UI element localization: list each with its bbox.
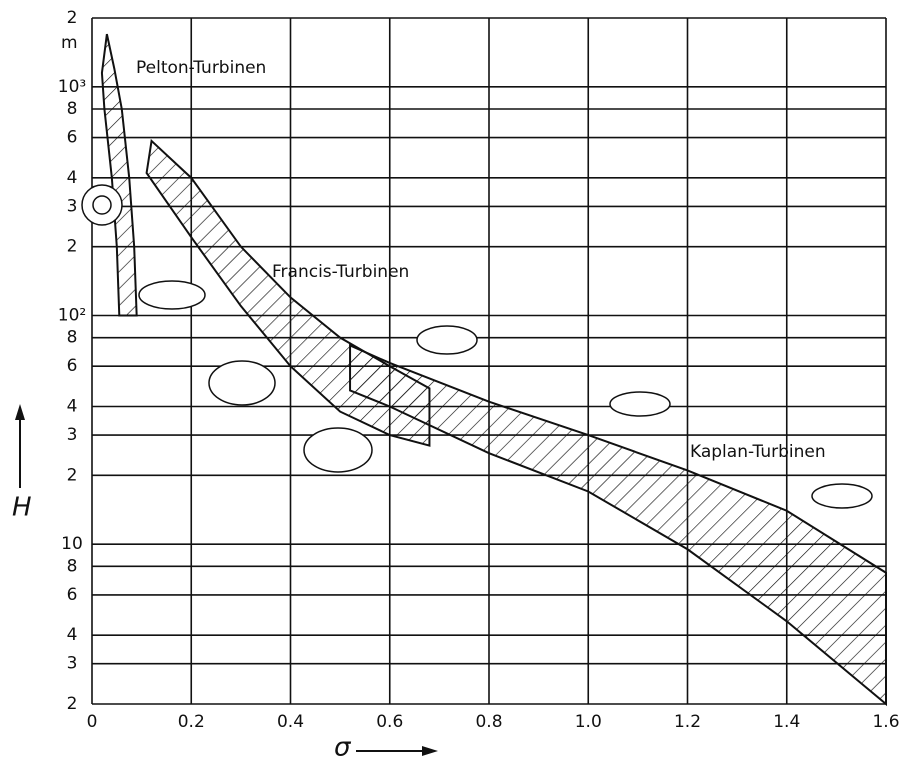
x-tick-label: 1.2 — [674, 712, 701, 732]
x-tick-label: 0.2 — [178, 712, 205, 732]
y-tick-label: 2 — [67, 8, 78, 28]
x-arrow-head — [422, 746, 438, 756]
y-tick-label: 10³ — [58, 77, 86, 97]
x-axis-label: σ — [334, 733, 352, 763]
y-tick-label: 3 — [67, 425, 78, 445]
y-axis-label: H — [12, 493, 32, 523]
y-tick-label: 6 — [67, 356, 78, 376]
y-tick-label: 2 — [67, 465, 78, 485]
y-tick-label: 6 — [67, 585, 78, 605]
y-tick-label: 8 — [67, 556, 78, 576]
y-tick-label: 8 — [67, 99, 78, 119]
series-label: Kaplan-Turbinen — [690, 442, 826, 462]
francis-runner-icon — [139, 281, 205, 309]
y-arrow-head — [15, 404, 25, 420]
francis-runner-icon — [209, 361, 275, 405]
y-tick-label: 4 — [67, 396, 78, 416]
y-tick-label: 3 — [67, 196, 78, 216]
pelton-hub-icon — [93, 196, 111, 214]
y-unit: m — [61, 33, 78, 53]
x-tick-label: 0 — [87, 712, 98, 732]
series-label: Francis-Turbinen — [272, 262, 409, 282]
y-tick-label: 2 — [67, 237, 78, 257]
x-tick-label: 0.8 — [475, 712, 502, 732]
y-tick-label: 4 — [67, 625, 78, 645]
y-tick-label: 10² — [58, 306, 86, 326]
band — [102, 34, 137, 315]
y-tick-label: 6 — [67, 128, 78, 148]
chart: H σ m 23468102346810²2346810³200.20.40.6… — [0, 0, 903, 767]
kaplan-runner-icon — [610, 392, 670, 416]
y-tick-label: 3 — [67, 654, 78, 674]
y-tick-label: 4 — [67, 168, 78, 188]
francis-runner-icon — [304, 428, 372, 472]
x-tick-label: 0.4 — [277, 712, 304, 732]
y-tick-label: 10 — [61, 534, 83, 554]
x-tick-label: 1.6 — [872, 712, 899, 732]
kaplan-runner-icon — [417, 326, 477, 354]
series-label: Pelton-Turbinen — [136, 58, 266, 78]
x-tick-label: 1.0 — [575, 712, 602, 732]
x-tick-label: 0.6 — [376, 712, 403, 732]
y-tick-label: 8 — [67, 328, 78, 348]
y-tick-label: 2 — [67, 694, 78, 714]
kaplan-runner-icon — [812, 484, 872, 508]
x-tick-label: 1.4 — [773, 712, 800, 732]
